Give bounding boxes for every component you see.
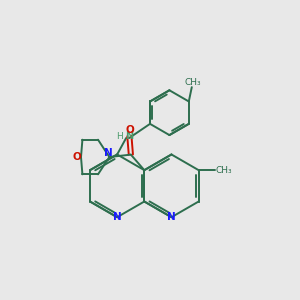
Text: N: N <box>113 212 122 222</box>
Text: O: O <box>125 124 134 134</box>
Text: H: H <box>116 132 123 141</box>
Text: CH₃: CH₃ <box>215 166 232 175</box>
Text: O: O <box>72 152 81 162</box>
Text: CH₃: CH₃ <box>184 79 201 88</box>
Text: N: N <box>125 131 133 141</box>
Text: N: N <box>167 212 176 222</box>
Text: N: N <box>104 148 113 158</box>
